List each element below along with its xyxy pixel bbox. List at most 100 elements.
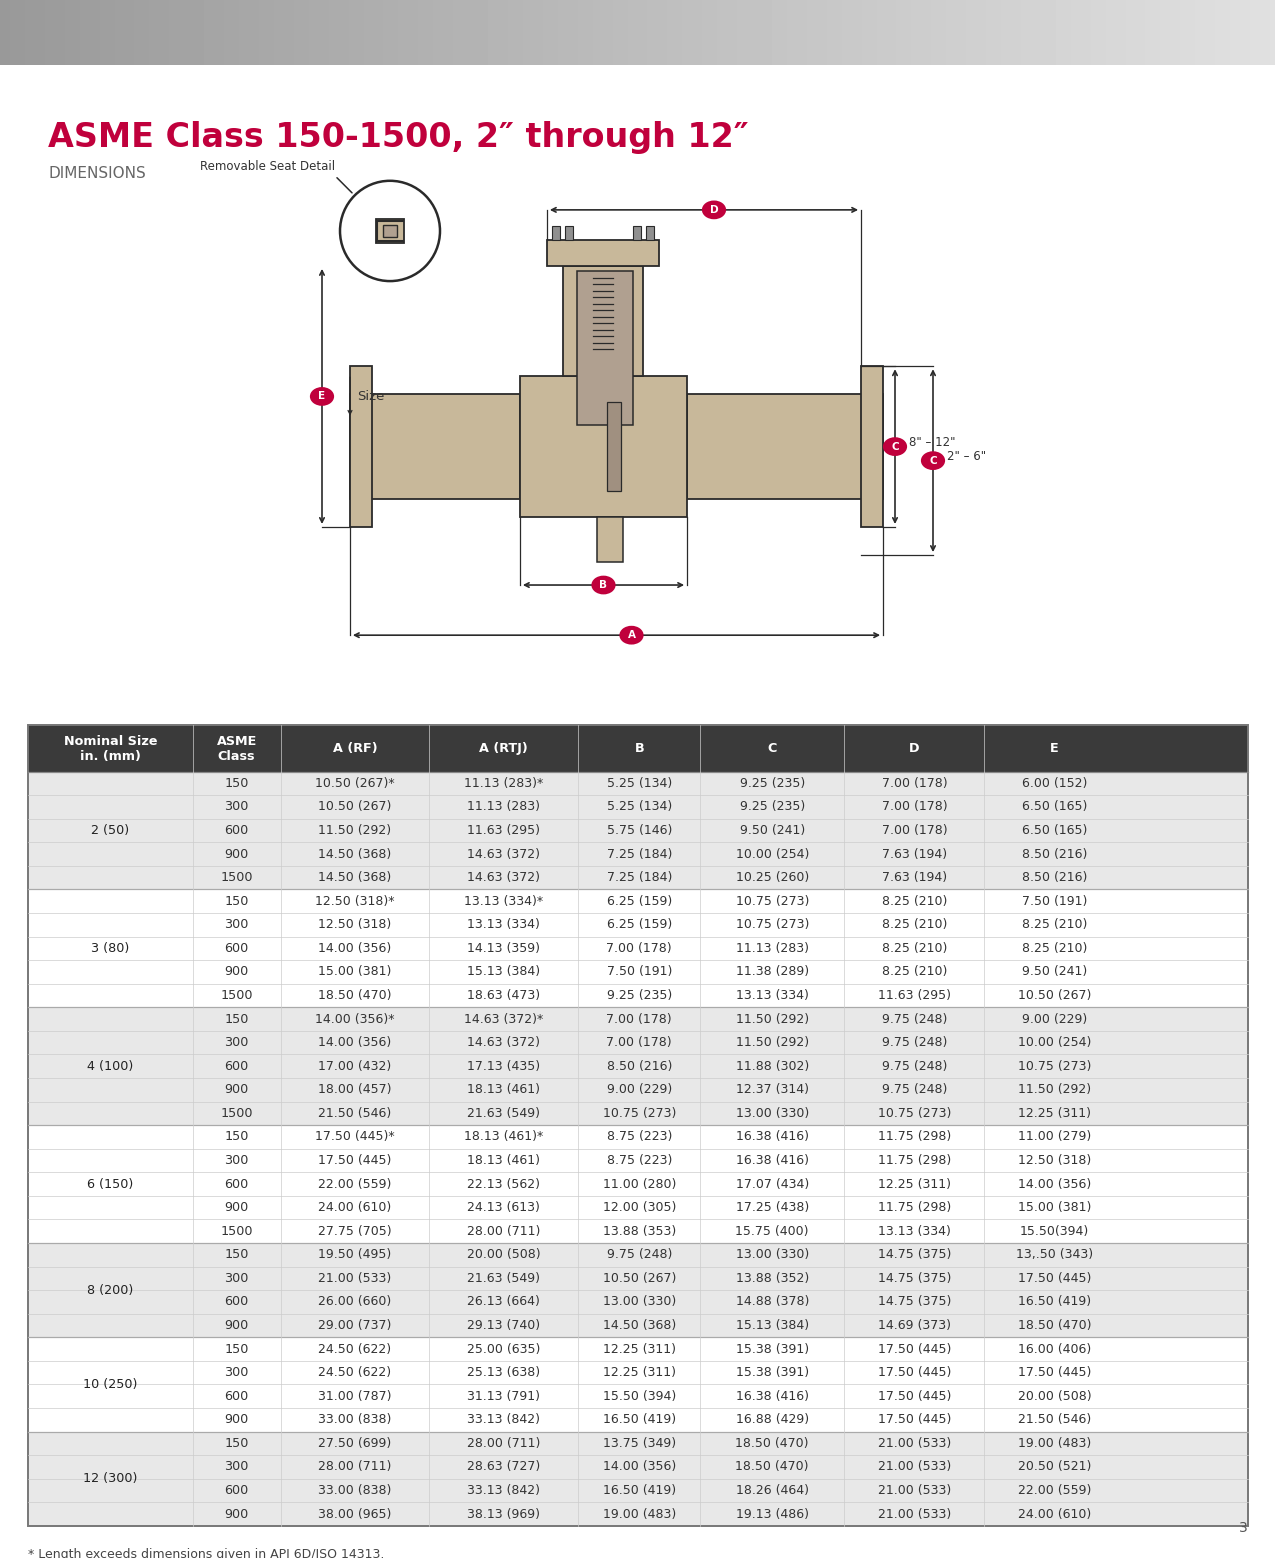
Bar [28, 1479, 1248, 1502]
Text: 19.50 (495): 19.50 (495) [319, 1248, 391, 1262]
Text: 6.25 (159): 6.25 (159) [607, 918, 672, 932]
Text: 11.75 (298): 11.75 (298) [877, 1131, 951, 1144]
Text: 21.00 (533): 21.00 (533) [877, 1460, 951, 1474]
Bar [28, 771, 1248, 795]
Text: 11.50 (292): 11.50 (292) [1017, 1083, 1091, 1097]
Bar [351, 366, 372, 527]
Text: 25.13 (638): 25.13 (638) [467, 1366, 541, 1379]
Bar [28, 1408, 1248, 1432]
Text: 22.00 (559): 22.00 (559) [319, 1178, 391, 1190]
Text: 7.63 (194): 7.63 (194) [882, 848, 947, 860]
Text: 8" – 12": 8" – 12" [909, 436, 955, 449]
Text: 8 (200): 8 (200) [87, 1284, 134, 1296]
Text: 7.00 (178): 7.00 (178) [607, 1013, 672, 1025]
Text: 9.50 (241): 9.50 (241) [1023, 966, 1088, 978]
Text: 16.38 (416): 16.38 (416) [736, 1390, 808, 1402]
Text: 150: 150 [224, 1131, 249, 1144]
Text: 600: 600 [224, 824, 249, 837]
Bar [564, 266, 643, 377]
Text: 27.50 (699): 27.50 (699) [319, 1436, 391, 1450]
Text: 10.00 (254): 10.00 (254) [736, 848, 808, 860]
Text: 11.38 (289): 11.38 (289) [736, 966, 808, 978]
Bar [382, 224, 397, 237]
Text: 19.13 (486): 19.13 (486) [736, 1508, 808, 1521]
Bar [565, 226, 572, 240]
Bar [28, 820, 1248, 843]
Text: B: B [599, 580, 607, 590]
Text: 7.00 (178): 7.00 (178) [881, 824, 947, 837]
Text: 9.75 (248): 9.75 (248) [881, 1083, 947, 1097]
Text: 13.00 (330): 13.00 (330) [736, 1248, 808, 1262]
Text: 18.50 (470): 18.50 (470) [319, 989, 391, 1002]
Text: 9.75 (248): 9.75 (248) [881, 1059, 947, 1073]
Bar [28, 1313, 1248, 1337]
Text: 18.63 (473): 18.63 (473) [467, 989, 541, 1002]
Text: 11.00 (280): 11.00 (280) [603, 1178, 676, 1190]
Text: 8.25 (210): 8.25 (210) [881, 918, 947, 932]
Text: 17.50 (445): 17.50 (445) [877, 1366, 951, 1379]
Text: Nominal Size
in. (mm): Nominal Size in. (mm) [64, 734, 157, 762]
Text: 8.75 (223): 8.75 (223) [607, 1131, 672, 1144]
Text: 900: 900 [224, 1413, 249, 1426]
Text: 7.00 (178): 7.00 (178) [607, 943, 672, 955]
Text: 900: 900 [224, 1083, 249, 1097]
Bar [28, 795, 1248, 820]
Text: 24.50 (622): 24.50 (622) [319, 1366, 391, 1379]
Text: 13.88 (352): 13.88 (352) [736, 1271, 808, 1285]
Bar [646, 226, 654, 240]
Bar [607, 402, 621, 491]
Bar [28, 913, 1248, 936]
Text: 5.25 (134): 5.25 (134) [607, 801, 672, 813]
Text: 14.50 (368): 14.50 (368) [319, 848, 391, 860]
Text: 18.13 (461): 18.13 (461) [468, 1154, 541, 1167]
Text: 24.00 (610): 24.00 (610) [319, 1201, 391, 1214]
Ellipse shape [310, 386, 334, 405]
Text: 24.50 (622): 24.50 (622) [319, 1343, 391, 1355]
Text: 300: 300 [224, 1271, 249, 1285]
Text: 14.00 (356): 14.00 (356) [603, 1460, 676, 1474]
Bar [687, 394, 884, 499]
Text: 18.50 (470): 18.50 (470) [736, 1460, 808, 1474]
Text: 14.63 (372): 14.63 (372) [468, 1036, 541, 1049]
Text: 7.00 (178): 7.00 (178) [881, 801, 947, 813]
Text: 300: 300 [224, 918, 249, 932]
Text: 300: 300 [224, 1154, 249, 1167]
Bar [28, 1243, 1248, 1267]
Text: 14.75 (375): 14.75 (375) [877, 1295, 951, 1309]
Text: 3: 3 [1239, 1521, 1248, 1535]
Text: 6.50 (165): 6.50 (165) [1023, 801, 1088, 813]
Text: 4 (100): 4 (100) [87, 1059, 134, 1073]
Text: 900: 900 [224, 848, 249, 860]
Text: 18.13 (461): 18.13 (461) [468, 1083, 541, 1097]
Bar [28, 1197, 1248, 1220]
Text: 13.13 (334): 13.13 (334) [468, 918, 541, 932]
Text: 10.50 (267): 10.50 (267) [603, 1271, 676, 1285]
Text: 11.50 (292): 11.50 (292) [736, 1013, 808, 1025]
Text: 29.13 (740): 29.13 (740) [467, 1320, 541, 1332]
Text: 150: 150 [224, 894, 249, 908]
Text: C: C [929, 455, 937, 466]
Bar [597, 517, 623, 562]
Text: 9.25 (235): 9.25 (235) [607, 989, 672, 1002]
Bar [28, 1455, 1248, 1479]
Text: 8.50 (216): 8.50 (216) [1023, 848, 1088, 860]
Bar [28, 1125, 1248, 1148]
Text: 28.00 (711): 28.00 (711) [467, 1225, 541, 1237]
Text: 6 (150): 6 (150) [87, 1178, 134, 1190]
Text: 17.00 (432): 17.00 (432) [319, 1059, 391, 1073]
Bar [578, 271, 632, 424]
Text: E: E [1051, 742, 1060, 756]
Bar [28, 1008, 1248, 1031]
Text: 22.13 (562): 22.13 (562) [468, 1178, 541, 1190]
Text: 1500: 1500 [221, 989, 252, 1002]
Text: 11.13 (283): 11.13 (283) [468, 801, 541, 813]
Text: 13.75 (349): 13.75 (349) [603, 1436, 676, 1450]
Text: 20.00 (508): 20.00 (508) [1017, 1390, 1091, 1402]
Text: 9.75 (248): 9.75 (248) [881, 1013, 947, 1025]
Text: 11.13 (283)*: 11.13 (283)* [464, 777, 543, 790]
Bar [28, 1078, 1248, 1102]
Text: 600: 600 [224, 943, 249, 955]
Bar [520, 377, 687, 517]
Text: 20.50 (521): 20.50 (521) [1017, 1460, 1091, 1474]
Text: 150: 150 [224, 777, 249, 790]
